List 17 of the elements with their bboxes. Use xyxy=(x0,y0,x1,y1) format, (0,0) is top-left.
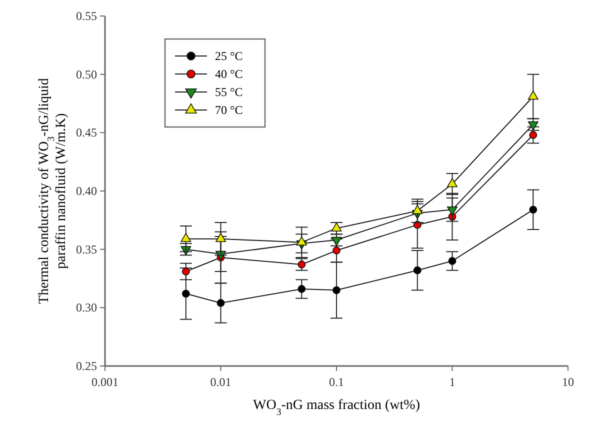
x-tick-label: 1 xyxy=(449,375,456,389)
legend-label: 40 °C xyxy=(215,67,243,81)
y-tick-label: 0.40 xyxy=(76,184,97,198)
legend-label: 25 °C xyxy=(215,49,243,63)
y-tick-label: 0.35 xyxy=(76,242,97,256)
y-tick-label: 0.45 xyxy=(76,126,97,140)
x-tick-label: 0.001 xyxy=(92,375,118,389)
x-tick-label: 10 xyxy=(562,375,574,389)
x-tick-label: 0.1 xyxy=(329,375,344,389)
x-tick-label: 0.01 xyxy=(210,375,232,389)
legend-label: 55 °C xyxy=(215,85,243,99)
x-axis-title: WO$_{3}$-nG mass fraction (wt%) xyxy=(252,398,420,418)
y-tick-label: 0.25 xyxy=(76,359,97,373)
y-tick-label: 0.50 xyxy=(76,67,97,82)
y-tick-label: 0.55 xyxy=(76,9,97,23)
legend-label: 70 °C xyxy=(215,103,243,117)
y-tick-label: 0.30 xyxy=(76,300,97,315)
